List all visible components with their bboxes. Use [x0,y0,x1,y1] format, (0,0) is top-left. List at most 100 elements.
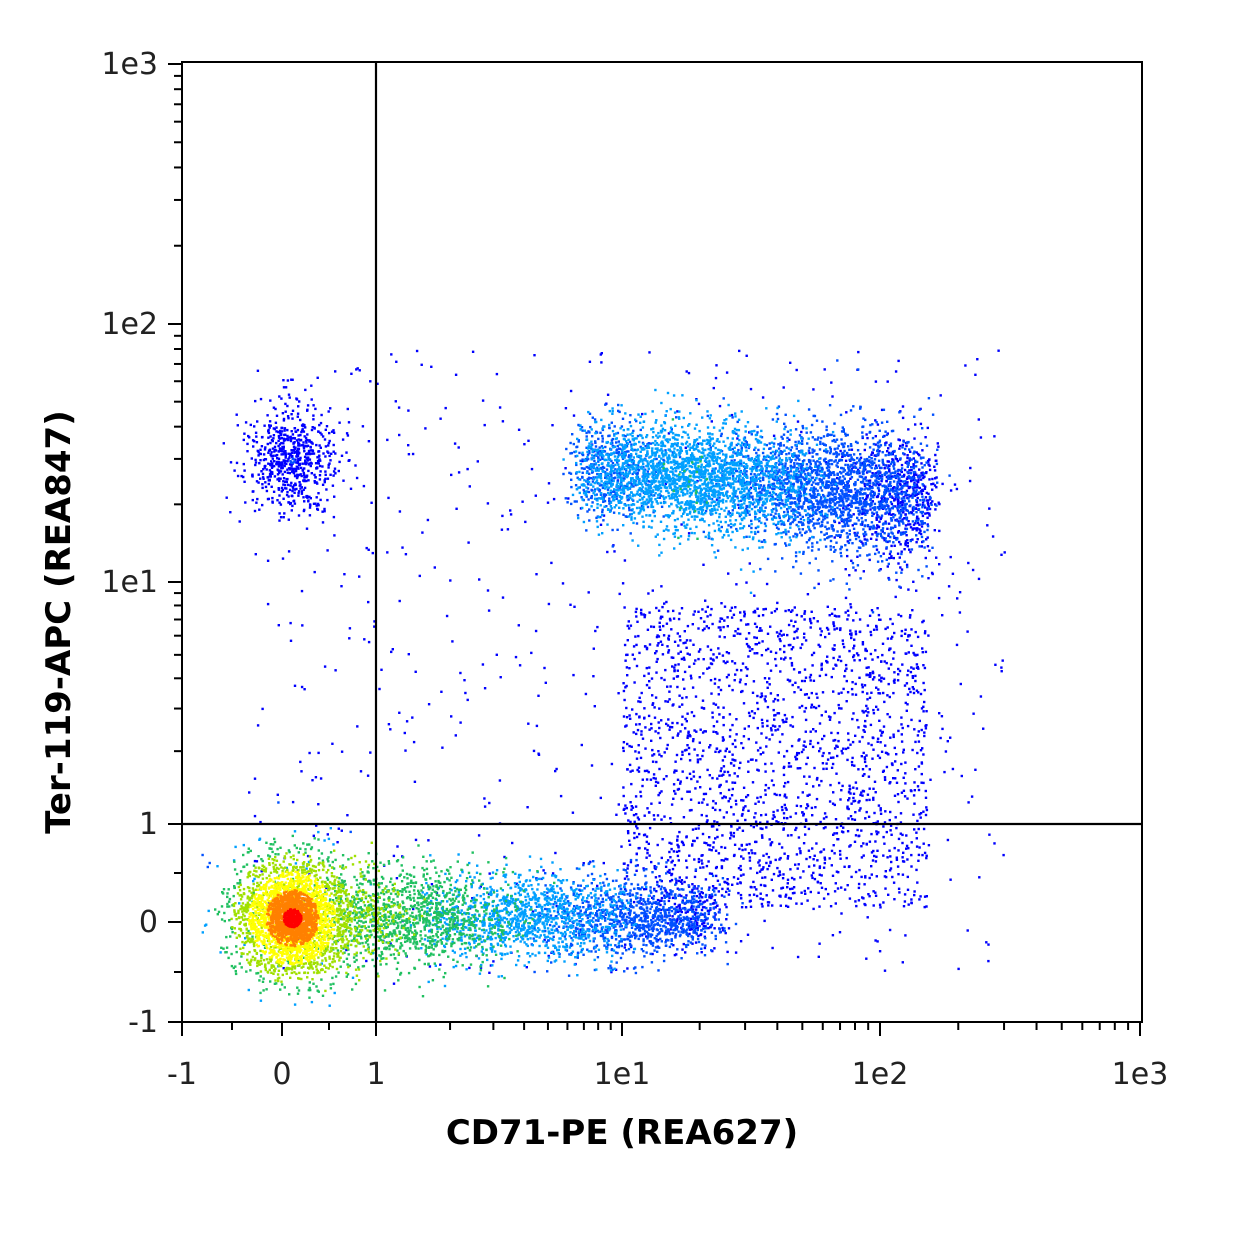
event-point [903,893,907,896]
event-point [815,692,818,696]
event-point [273,450,276,453]
event-point [329,473,332,476]
event-point [281,447,284,451]
event-point [655,937,658,941]
event-point [688,772,692,775]
event-point [702,866,705,869]
event-point [908,616,912,619]
event-point [913,890,916,893]
event-point [781,718,784,722]
event-point [614,968,618,971]
event-point [888,869,892,872]
event-point [710,931,714,934]
event-point [657,862,660,865]
event-point [676,854,680,858]
event-point [284,410,287,413]
event-point [923,504,926,507]
event-point [312,414,315,417]
event-point [811,517,815,520]
event-point [762,801,765,804]
event-point [912,505,915,509]
event-point [319,777,323,780]
event-point [327,466,330,469]
event-point [386,438,389,442]
event-point [786,857,789,860]
event-point [907,523,910,526]
event-point [537,752,540,755]
event-point [918,408,921,411]
event-point [305,474,309,477]
event-point [592,647,595,650]
event-point [675,906,678,909]
event-point [903,900,907,903]
event-point [296,459,300,463]
event-point [712,659,715,662]
event-point [914,490,918,494]
event-point [839,627,842,630]
event-point [775,631,779,634]
event-point [894,777,897,780]
event-point [819,747,822,750]
event-point [673,789,676,793]
event-point [862,842,865,845]
event-point [309,446,312,449]
event-point [686,790,689,793]
event-point [904,540,908,543]
event-point [778,870,781,873]
event-point [270,451,273,454]
event-point [753,816,756,819]
event-point [278,494,281,497]
event-point [861,435,864,438]
event-point [732,835,735,838]
event-point [681,907,684,910]
event-point [626,864,630,867]
event-point [561,582,565,585]
event-point [810,874,813,877]
event-point [899,566,902,569]
event-point [679,913,682,917]
event-point [699,895,702,898]
event-point [625,716,629,719]
event-point [711,888,715,891]
event-point [742,808,745,812]
event-point [308,462,311,465]
event-point [759,627,762,630]
event-point [647,935,650,938]
event-point [636,827,639,830]
event-point [316,456,319,459]
event-point [762,608,765,611]
event-point [427,703,431,706]
event-point [736,437,739,440]
event-point [295,397,298,400]
event-point [798,738,801,741]
event-point [875,516,878,519]
event-point [832,844,835,847]
event-point [900,568,904,571]
event-point [690,927,693,931]
event-point [718,652,721,655]
event-point [622,794,625,798]
event-point [278,431,282,434]
event-point [289,437,293,440]
event-point [650,625,653,628]
event-point [904,527,907,530]
event-point [282,437,286,440]
event-point [861,709,864,713]
event-point [643,833,647,836]
event-point [900,490,903,493]
event-point [897,499,900,502]
event-point [269,435,272,438]
event-point [842,529,845,532]
event-point [602,861,605,865]
event-point [878,503,881,507]
event-point [884,430,887,433]
event-point [647,811,651,814]
event-point [928,478,931,481]
event-point [844,568,847,571]
event-point [871,859,875,862]
event-point [882,495,885,498]
event-point [875,830,878,833]
event-point [820,779,823,783]
event-point [908,634,911,637]
event-point [833,747,837,750]
